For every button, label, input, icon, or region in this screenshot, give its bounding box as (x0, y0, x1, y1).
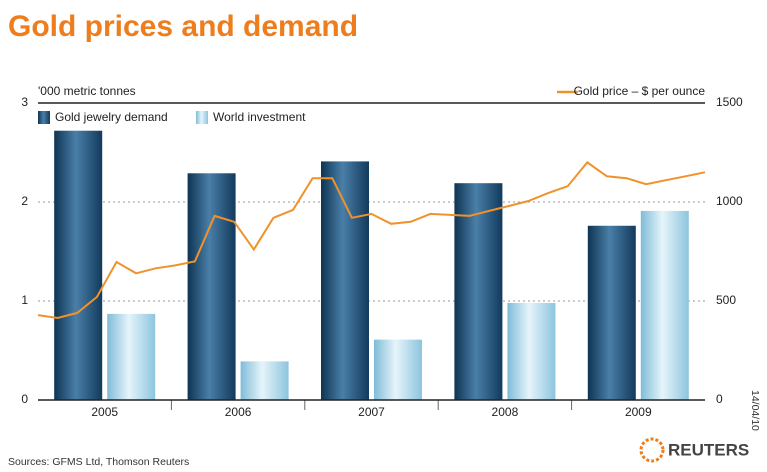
y-tick-label: 0 (21, 392, 28, 406)
x-tick-label: 2006 (225, 405, 252, 419)
y2-tick-label: 0 (716, 392, 723, 406)
x-tick-label: 2009 (625, 405, 652, 419)
price-line (37, 161, 706, 320)
bar (107, 313, 156, 400)
chart-title: Gold prices and demand (8, 10, 358, 43)
bar (321, 161, 369, 400)
bar (507, 302, 556, 400)
y-axis-label: '000 metric tonnes (38, 84, 136, 98)
legend-swatch (196, 111, 208, 124)
logo-icon (639, 437, 665, 463)
y-tick-label: 1 (21, 293, 28, 307)
y-tick-label: 3 (21, 95, 28, 109)
x-tick-label: 2005 (91, 405, 118, 419)
y2-tick-label: 1500 (716, 95, 743, 109)
date: 14/04/10 (749, 390, 761, 431)
bar (587, 225, 636, 400)
bar (640, 210, 689, 400)
x-tick-label: 2008 (492, 405, 519, 419)
y-tick-label: 2 (21, 194, 28, 208)
bar (54, 130, 103, 400)
bar (187, 173, 236, 400)
x-tick-label: 2007 (358, 405, 385, 419)
legend-label: World investment (213, 110, 306, 124)
legend-label: Gold price – $ per ounce (574, 84, 706, 98)
legend-swatch (38, 111, 50, 124)
y2-tick-label: 1000 (716, 194, 743, 208)
logo: REUTERS (668, 440, 749, 459)
y2-tick-label: 500 (716, 293, 736, 307)
bar (374, 339, 422, 400)
source: Sources: GFMS Ltd, Thomson Reuters (8, 456, 189, 468)
bar (240, 361, 289, 400)
bar (454, 183, 503, 400)
legend-label: Gold jewelry demand (55, 110, 168, 124)
